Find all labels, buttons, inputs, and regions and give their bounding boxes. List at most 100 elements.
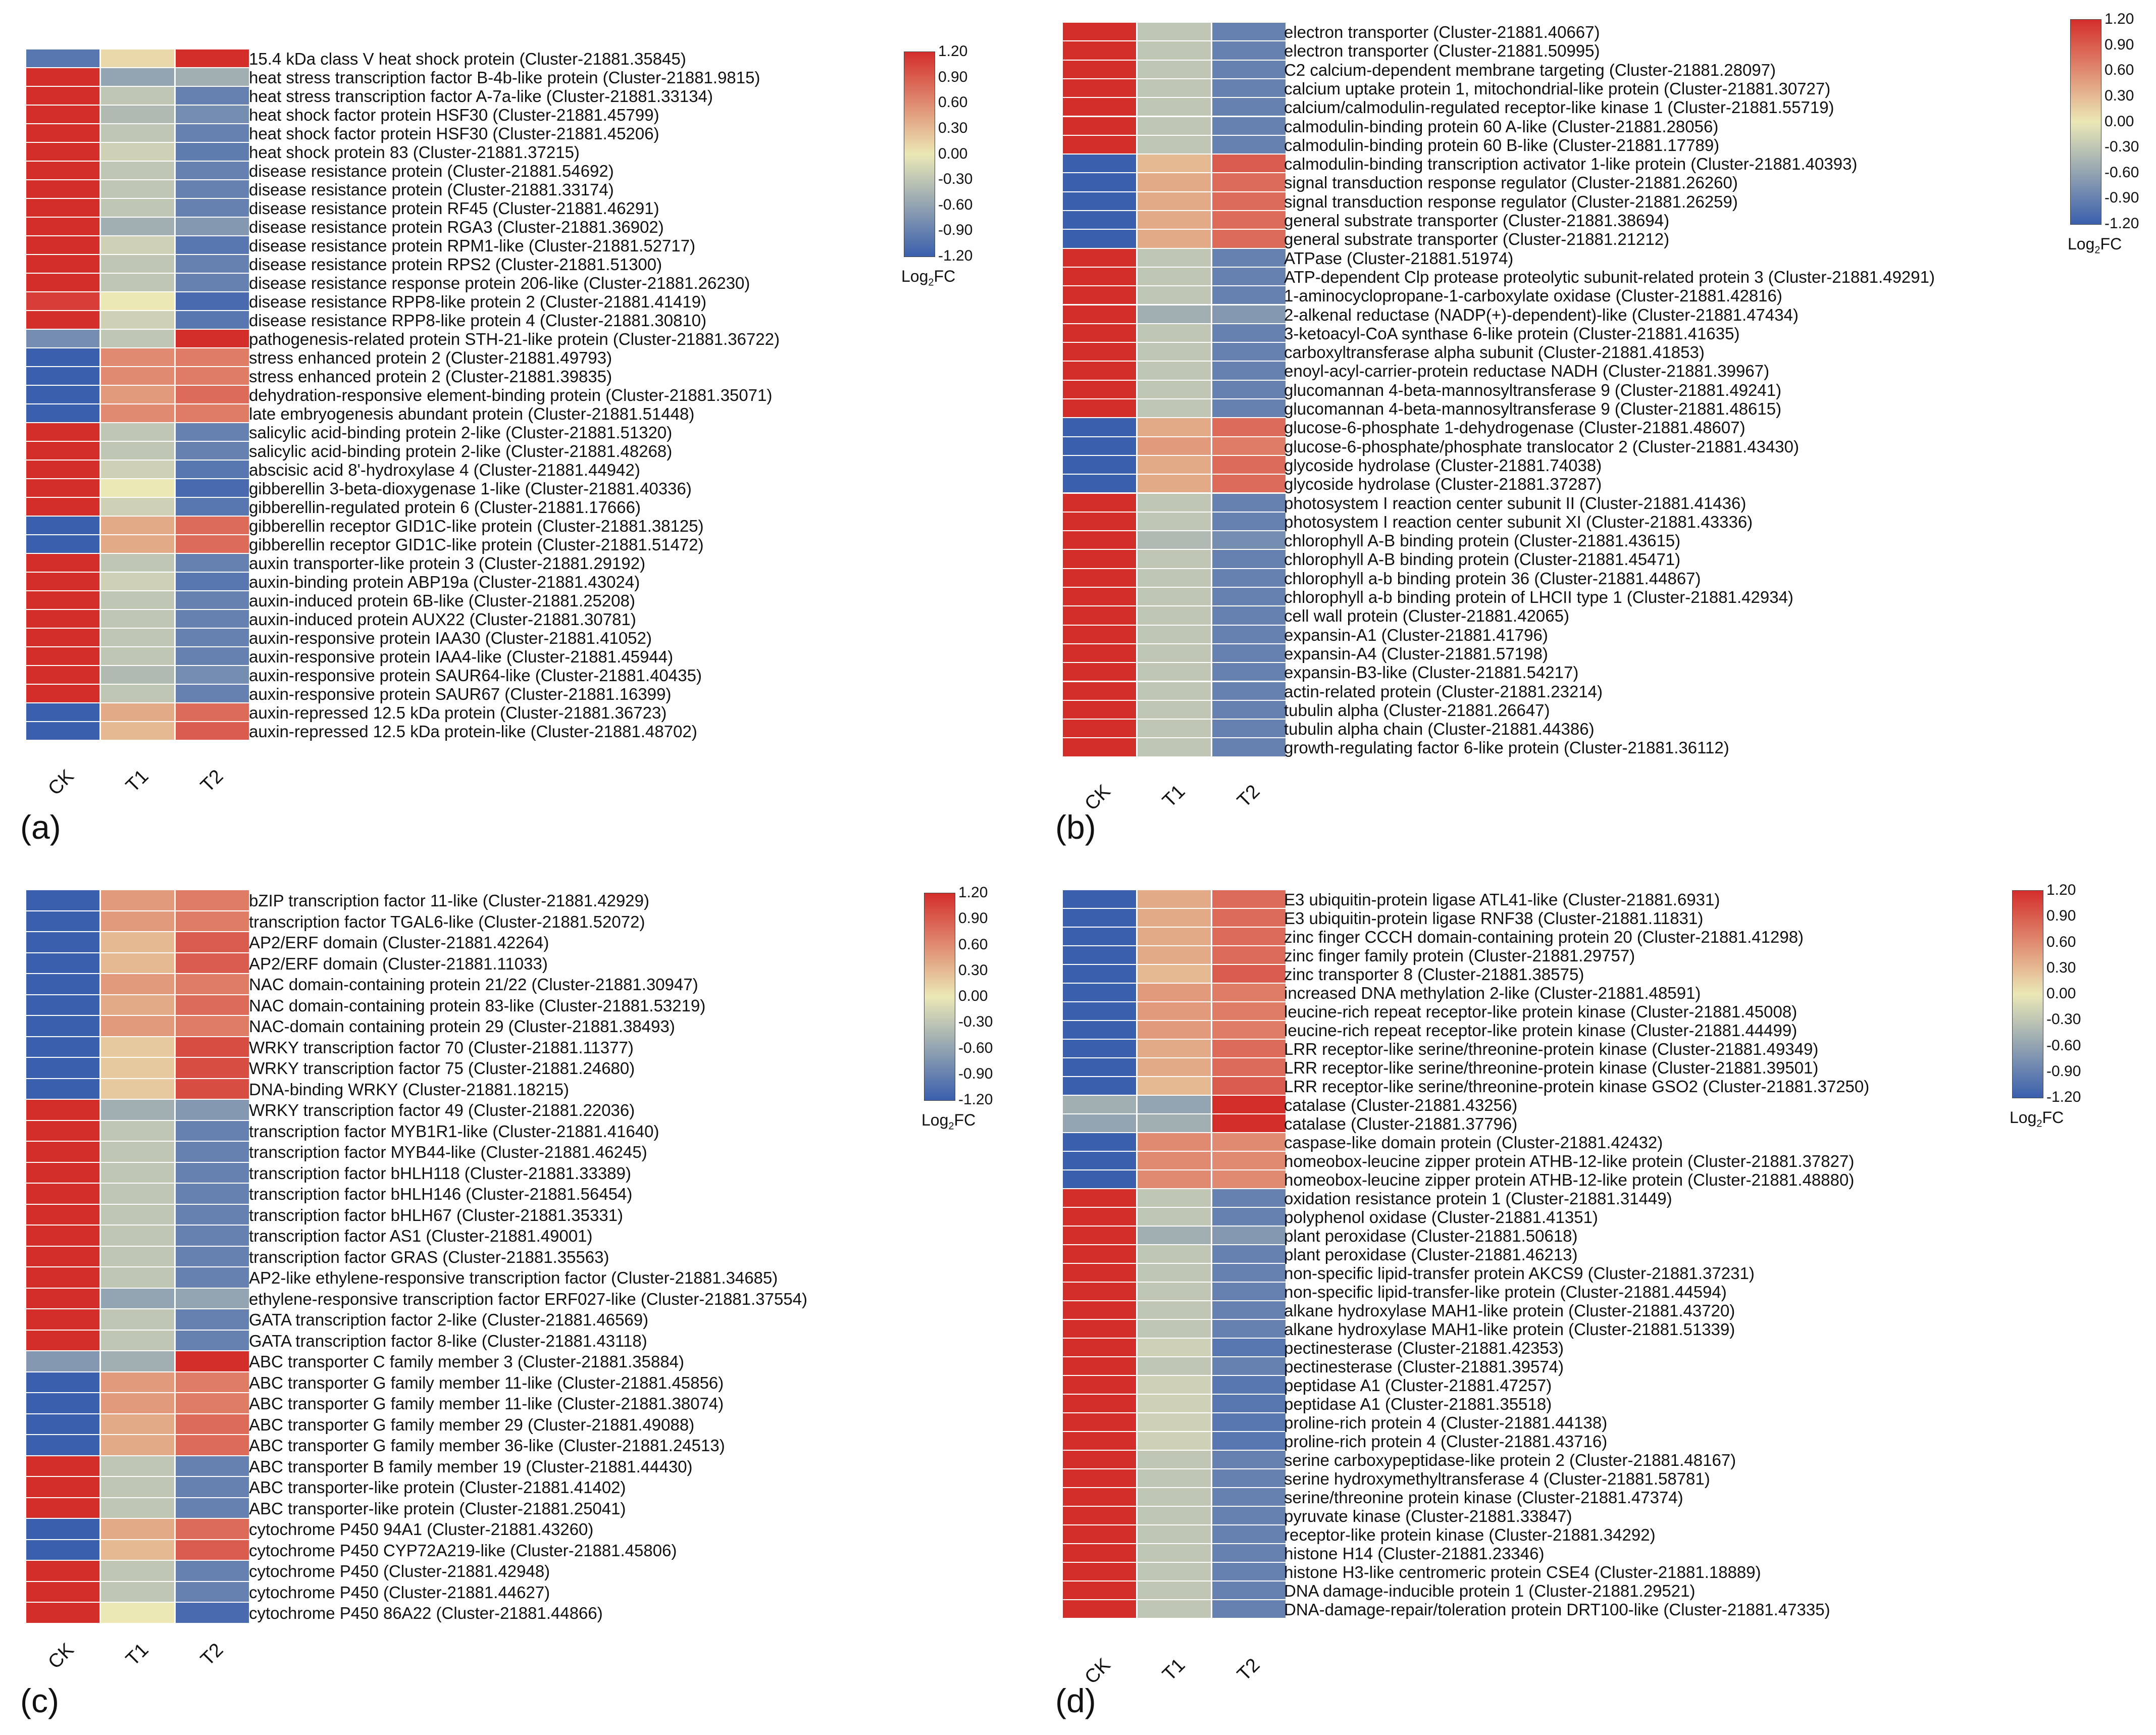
column-label: T1 <box>1158 1654 1189 1686</box>
row-label: photosystem I reaction center subunit II… <box>1284 493 1747 513</box>
heatmap-cell <box>1138 1339 1211 1356</box>
heatmap-cell <box>101 143 174 161</box>
heatmap-cell <box>176 68 249 86</box>
heatmap-cell <box>1138 720 1211 738</box>
heatmap-cell <box>1212 720 1286 738</box>
panel-label: (d) <box>1055 1682 1096 1719</box>
heatmap-cell <box>101 1037 174 1057</box>
heatmap-cell <box>1063 700 1136 719</box>
heatmap-cell <box>1138 60 1211 78</box>
heatmap-cell <box>1063 1395 1136 1412</box>
heatmap-cell <box>101 890 174 910</box>
row-label: signal transduction response regulator (… <box>1284 192 1738 211</box>
row-label: ATPase (Cluster-21881.51974) <box>1284 248 1514 268</box>
heatmap-cell <box>26 199 99 217</box>
heatmap-cell <box>1212 663 1286 681</box>
heatmap-cell <box>1212 550 1286 568</box>
row-label: auxin-repressed 12.5 kDa protein (Cluste… <box>249 703 667 722</box>
heatmap-cell <box>1212 1189 1286 1207</box>
heatmap-cell <box>1212 1002 1286 1020</box>
legend-title-suffix: FC <box>2100 235 2122 253</box>
heatmap-cell <box>176 1058 249 1078</box>
heatmap-cell <box>101 218 174 235</box>
row-label: glycoside hydrolase (Cluster-21881.37287… <box>1284 475 1602 494</box>
heatmap-cell <box>1212 1114 1286 1132</box>
heatmap-cell <box>26 386 99 403</box>
heatmap-cell <box>26 666 99 684</box>
row-label: NAC domain-containing protein 21/22 (Clu… <box>249 975 698 994</box>
row-label: chlorophyll A-B binding protein (Cluster… <box>1284 550 1681 569</box>
heatmap-cell <box>176 1561 249 1581</box>
heatmap-cell <box>176 1603 249 1623</box>
legend-tick-label: 0.60 <box>2104 62 2134 79</box>
heatmap-cell <box>1063 1227 1136 1244</box>
heatmap-cell <box>1063 1432 1136 1450</box>
heatmap-cell <box>1138 117 1211 135</box>
heatmap-cell <box>1063 1525 1136 1543</box>
heatmap-cell <box>1063 135 1136 154</box>
heatmap-cell <box>1212 1021 1286 1039</box>
heatmap-cell <box>1212 1525 1286 1543</box>
heatmap-cell <box>26 292 99 310</box>
heatmap-cell <box>101 461 174 478</box>
column-label: CK <box>43 1639 78 1673</box>
heatmap-cell <box>1212 1563 1286 1580</box>
heatmap-cell <box>1212 531 1286 549</box>
column-label: T1 <box>121 1639 152 1670</box>
row-label: gibberellin receptor GID1C-like protein … <box>249 535 704 554</box>
heatmap-cell <box>1063 588 1136 606</box>
heatmap-cell <box>176 1226 249 1246</box>
panel-label: (c) <box>20 1682 59 1719</box>
row-label: glucose-6-phosphate/phosphate translocat… <box>1284 437 1799 456</box>
heatmap-cell <box>26 442 99 460</box>
heatmap-cell <box>1138 1581 1211 1599</box>
heatmap-cell <box>1212 155 1286 173</box>
heatmap-cell <box>101 1393 174 1413</box>
heatmap-cell <box>176 703 249 721</box>
row-label: zinc finger CCCH domain-containing prote… <box>1284 928 1804 946</box>
heatmap-cell <box>1063 1581 1136 1599</box>
heatmap-cell <box>176 1372 249 1392</box>
heatmap-cell <box>176 1456 249 1476</box>
row-label: alkane hydroxylase MAH1-like protein (Cl… <box>1284 1320 1735 1339</box>
heatmap-cell <box>1212 324 1286 342</box>
legend-title-suffix: FC <box>954 1111 976 1129</box>
heatmap-cell <box>26 1309 99 1330</box>
row-label: auxin transporter-like protein 3 (Cluste… <box>249 554 646 573</box>
heatmap-cell <box>176 1414 249 1434</box>
legend-tick-label: -0.90 <box>2046 1062 2081 1080</box>
heatmap-cell <box>1212 569 1286 587</box>
heatmap-cell <box>176 255 249 273</box>
heatmap-cell <box>1138 625 1211 643</box>
heatmap-cell <box>1212 1581 1286 1599</box>
heatmap-cell <box>176 180 249 198</box>
heatmap-cell <box>1063 512 1136 531</box>
panel-label: (a) <box>20 808 61 846</box>
heatmap-cell <box>101 255 174 273</box>
heatmap-cell <box>26 1142 99 1162</box>
heatmap-cell <box>26 1498 99 1518</box>
row-label: stress enhanced protein 2 (Cluster-21881… <box>249 348 612 367</box>
heatmap-cell <box>101 1351 174 1371</box>
row-label: 3-ketoacyl-CoA synthase 6-like protein (… <box>1284 324 1740 343</box>
heatmap-cell <box>176 348 249 366</box>
row-label: gibberellin 3-beta-dioxygenase 1-like (C… <box>249 479 692 498</box>
heatmap-cell <box>1063 1301 1136 1319</box>
legend-tick-label: 1.20 <box>2104 11 2134 27</box>
heatmap-cell <box>1063 211 1136 229</box>
heatmap-cell <box>1063 1264 1136 1282</box>
heatmap-cell <box>1063 98 1136 116</box>
legend-tick-label: -1.20 <box>938 247 973 264</box>
heatmap-cell <box>1063 1152 1136 1169</box>
heatmap-cell <box>176 49 249 67</box>
heatmap-cell <box>26 461 99 478</box>
heatmap-cell <box>1138 1058 1211 1076</box>
row-label: auxin-responsive protein IAA4-like (Clus… <box>249 647 674 666</box>
row-label: ethylene-responsive transcription factor… <box>249 1289 808 1308</box>
heatmap-cell <box>101 274 174 291</box>
legend-tick-label: 0.90 <box>938 68 968 85</box>
heatmap-cell <box>1063 1189 1136 1207</box>
heatmap-cell <box>1138 1488 1211 1506</box>
heatmap-cell <box>1212 738 1286 756</box>
heatmap-cell <box>1063 79 1136 97</box>
